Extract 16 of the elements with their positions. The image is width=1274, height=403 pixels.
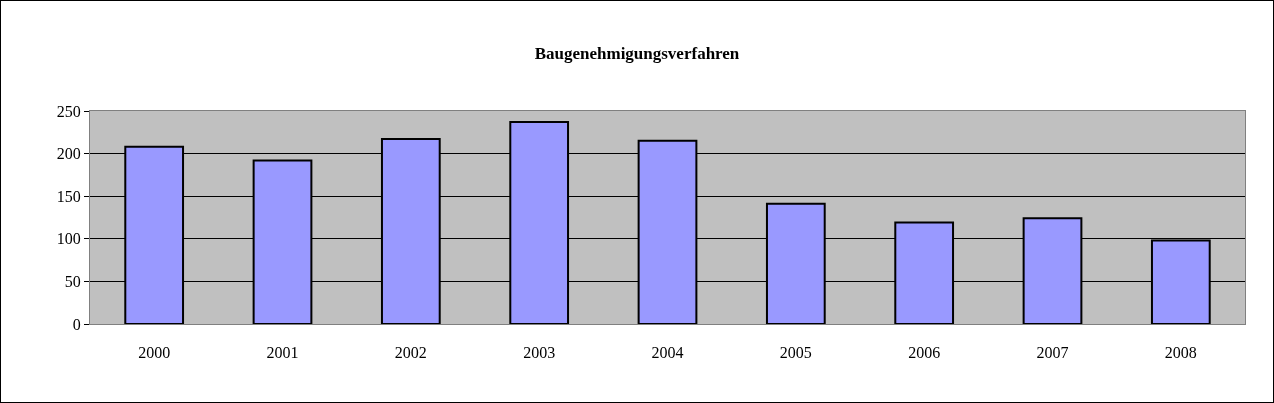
y-tick-label: 50: [64, 273, 81, 290]
y-tick-label: 250: [56, 102, 81, 120]
x-tick-label: 2002: [394, 344, 427, 362]
x-tick-label: 2006: [908, 344, 941, 362]
y-tick-label: 150: [56, 187, 81, 205]
x-tick-label: 2005: [779, 344, 812, 362]
y-tick-label: 200: [56, 145, 81, 163]
x-tick-label: 2000: [138, 344, 171, 362]
y-tick-label: 100: [56, 230, 81, 248]
x-tick-label: 2008: [1164, 344, 1197, 362]
x-tick-label: 2003: [523, 344, 556, 362]
x-tick-label: 2004: [651, 344, 684, 362]
x-tick-label: 2001: [266, 344, 299, 362]
chart-title: Baugenehmigungsverfahren: [534, 44, 740, 64]
x-tick-label: 2007: [1036, 344, 1069, 362]
y-tick-label: 0: [72, 315, 81, 333]
